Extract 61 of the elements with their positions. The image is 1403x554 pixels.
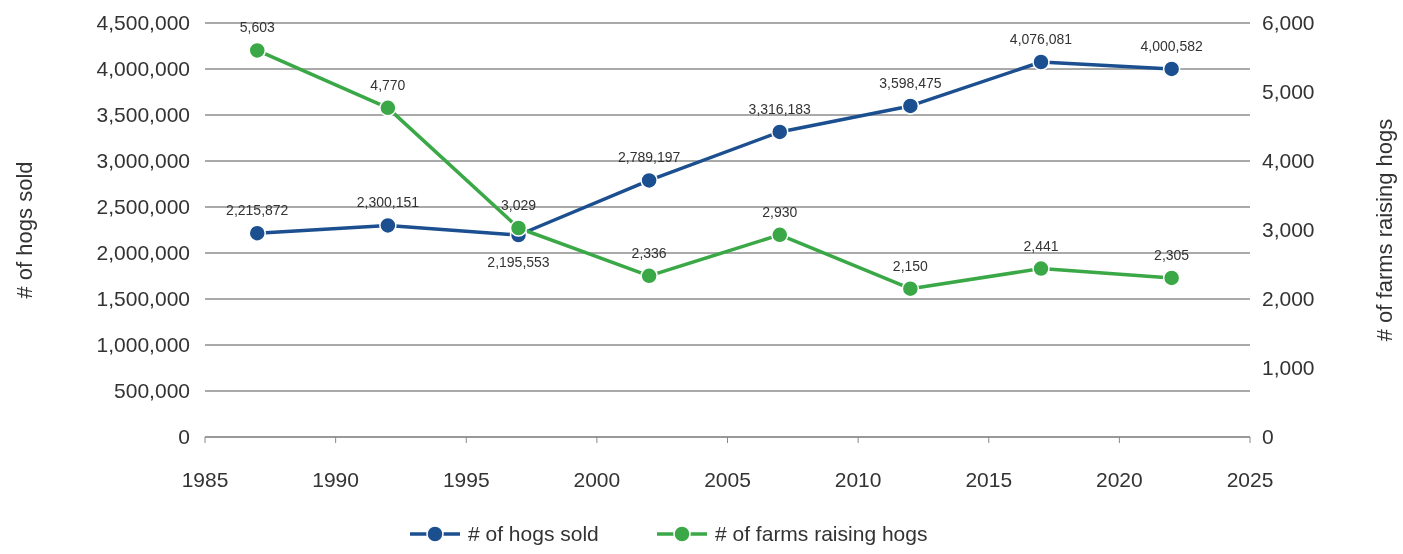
legend-label: # of farms raising hogs	[715, 522, 928, 545]
y2-tick-label: 3,000	[1262, 218, 1315, 241]
point	[379, 216, 397, 235]
y-tick-label: 4,500,000	[96, 11, 190, 34]
x-tick-label: 1985	[181, 468, 229, 491]
point	[1162, 60, 1181, 78]
point	[1162, 269, 1181, 287]
y-tick-label: 3,500,000	[96, 103, 190, 126]
x-tick-label: 2005	[704, 468, 751, 491]
data-label: 4,000,582	[1140, 37, 1203, 54]
y2-tick-label: 6,000	[1262, 11, 1315, 34]
y-tick-label: 2,500,000	[96, 195, 190, 218]
point	[901, 97, 920, 115]
y-tick-label: 4,000,000	[96, 57, 190, 80]
data-label: 2,215,872	[226, 202, 289, 219]
data-label: 2,441	[1023, 237, 1059, 254]
y2-tick-label: 0	[1262, 425, 1274, 448]
data-label: 2,305	[1154, 246, 1190, 263]
y2-axis-title: # of farms raising hogs	[1372, 118, 1397, 342]
point	[1032, 53, 1050, 71]
point	[509, 219, 528, 237]
y-tick-label: 1,000,000	[96, 333, 190, 356]
point	[771, 123, 789, 141]
data-label: 3,598,475	[879, 74, 942, 91]
data-label: 2,195,553	[487, 254, 550, 271]
data-label: 4,770	[370, 76, 406, 93]
data-label: 2,336	[631, 244, 667, 261]
point	[248, 41, 266, 60]
data-label: 5,603	[239, 19, 275, 36]
y2-tick-label: 1,000	[1262, 356, 1315, 379]
y2-tick-label: 4,000	[1262, 149, 1315, 172]
data-label: 2,789,197	[617, 149, 681, 166]
x-tick-label: 2010	[834, 468, 882, 491]
data-label: 3,029	[500, 197, 537, 213]
point	[1032, 259, 1050, 278]
legend-label: # of hogs sold	[468, 522, 599, 545]
data-label: 2,930	[762, 203, 798, 220]
y-tick-label: 3,000,000	[96, 149, 190, 172]
x-tick-label: 1995	[442, 468, 490, 491]
point	[771, 226, 789, 244]
point	[640, 171, 658, 190]
data-label: 2,300,151	[356, 194, 420, 211]
point	[379, 99, 397, 117]
point	[248, 224, 266, 242]
data-label: 3,316,183	[748, 100, 812, 117]
y2-tick-label: 5,000	[1262, 80, 1315, 103]
point	[901, 279, 920, 298]
y-axis-title: # of hogs sold	[12, 161, 37, 299]
x-tick-label: 1990	[312, 468, 359, 491]
x-tick-label: 2020	[1096, 468, 1143, 491]
data-label: 4,076,081	[1009, 31, 1073, 47]
x-tick-label: 2025	[1226, 468, 1274, 491]
y-tick-label: 0	[178, 425, 190, 448]
y-tick-label: 1,500,000	[96, 287, 190, 310]
x-tick-label: 2015	[965, 468, 1013, 491]
x-tick-label: 2000	[573, 468, 621, 491]
point	[640, 267, 658, 285]
y2-tick-label: 2,000	[1262, 287, 1315, 310]
y-tick-label: 2,000,000	[96, 241, 190, 264]
y-tick-label: 500,000	[114, 379, 190, 402]
data-label: 2,150	[892, 257, 929, 274]
